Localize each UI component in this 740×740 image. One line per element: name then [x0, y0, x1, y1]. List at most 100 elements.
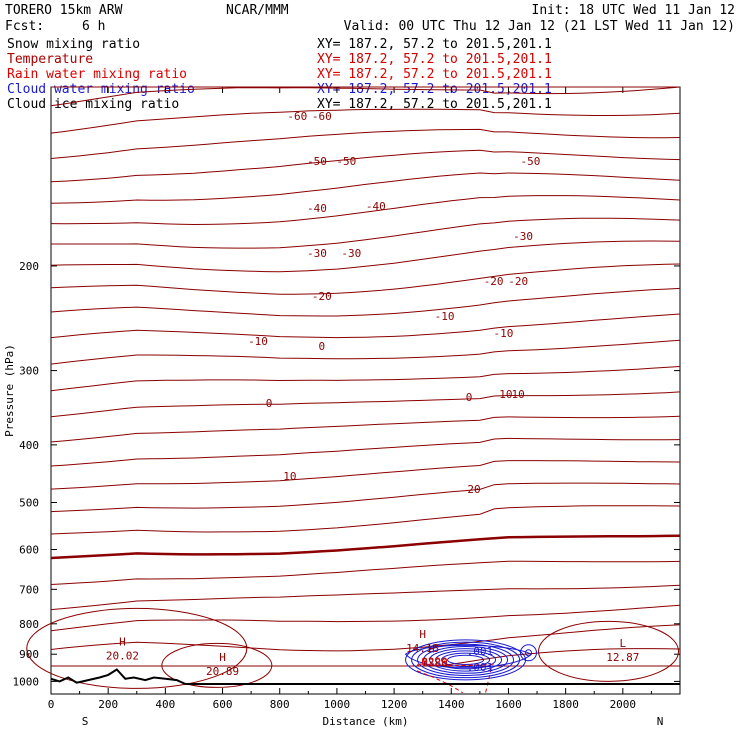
rain-contour — [419, 663, 495, 666]
isotherm-line-lower — [50, 584, 681, 611]
y-tick-label: 400 — [19, 439, 39, 452]
warm-closed-contour — [26, 607, 248, 689]
y-tick-label: 300 — [19, 365, 39, 378]
legend-xy: XY= 187.2, 57.2 to 201.5,201.1 — [317, 52, 552, 67]
isotherm-label: -20 — [312, 290, 332, 303]
cloud-water-contour — [423, 645, 509, 674]
isotherm-label: -10 — [248, 335, 268, 348]
isotherm-label: -30 — [307, 247, 327, 260]
plot-frame — [50, 86, 681, 695]
isotherm-line — [50, 482, 681, 513]
x-tick-label: 800 — [270, 698, 290, 711]
y-tick-label: 900 — [19, 648, 39, 661]
cloud-water-contour — [447, 654, 485, 665]
legend-xy: XY= 187.2, 57.2 to 201.5,201.1 — [317, 67, 552, 82]
chart-header: TORERO 15km ARW NCAR/MMM Init: 18 UTC Wed … — [5, 3, 735, 34]
isotherm-label: -50 — [307, 155, 327, 168]
y-tick-label: 600 — [19, 544, 39, 557]
isotherm-label: -30 — [341, 247, 361, 260]
x-tick-label: 1400 — [438, 698, 465, 711]
terrain-profile — [50, 668, 680, 685]
cloud-water-cell — [519, 644, 537, 662]
isotherm-line — [50, 86, 681, 107]
legend-name: Cloud water mixing ratio — [7, 82, 195, 97]
isotherm-line — [50, 195, 681, 226]
temperature-contours — [26, 86, 681, 689]
valid-time: Valid: 00 UTC Thu 12 Jan 12 (21 LST Wed … — [344, 19, 735, 34]
isotherm-line — [50, 391, 681, 418]
isotherm-line — [50, 339, 681, 365]
isotherm-line — [50, 437, 681, 467]
legend-name: Cloud ice mixing ratio — [7, 97, 179, 112]
x-tick-label: 600 — [213, 698, 233, 711]
isotherm-label: -30 — [513, 230, 533, 243]
x-axis-title: Distance (km) — [322, 715, 408, 728]
isotherm-label: -60 — [312, 110, 332, 123]
y-axis-title: Pressure (hPa) — [3, 344, 16, 437]
legend-xy: XY= 187.2, 57.2 to 201.5,201.1 — [317, 97, 552, 112]
terrain-line — [50, 668, 680, 685]
rain-contour — [485, 668, 492, 693]
isotherm-line — [50, 505, 681, 535]
isotherm-label: -40 — [307, 202, 327, 215]
extremum-value: 12.87 — [606, 651, 639, 664]
isotherm-label: 10 — [512, 388, 525, 401]
isotherm-line — [50, 287, 681, 317]
x-tick-label: 1200 — [381, 698, 408, 711]
y-tick-label: 700 — [19, 583, 39, 596]
extremum-value: 20.89 — [206, 665, 239, 678]
legend-name: Temperature — [7, 52, 93, 67]
y-tick-label: 200 — [19, 260, 39, 273]
cloud-water-contour — [417, 643, 515, 676]
y-tick-label: 1000 — [13, 675, 40, 688]
rain-label: .0220 — [415, 655, 448, 668]
isotherm-label: -50 — [336, 155, 356, 168]
isotherm-label: -50 — [521, 155, 541, 168]
x-tick-label: 1600 — [495, 698, 522, 711]
model-title: TORERO 15km ARW — [5, 3, 123, 18]
x-tick-label: 1800 — [552, 698, 579, 711]
isotherm-line — [50, 149, 681, 183]
isotherm-label: -40 — [366, 200, 386, 213]
isotherm-line — [50, 108, 681, 134]
isotherm-line — [50, 415, 681, 443]
isotherm-line — [50, 263, 681, 295]
extremum-symbol: H — [219, 651, 226, 664]
cloud-water-contour — [411, 641, 521, 679]
isotherm-line-lower — [50, 560, 681, 585]
org-label: NCAR/MMM — [226, 3, 289, 18]
x-end-label-north: N — [657, 715, 664, 728]
isotherm-label: 10 — [283, 470, 296, 483]
x-tick-label: 400 — [155, 698, 175, 711]
extremum-symbol: H — [428, 642, 435, 655]
cloud-water-contour — [435, 650, 497, 670]
isotherm-line — [50, 172, 681, 204]
forecast-label: Fcst: — [5, 19, 44, 34]
isotherm-line-lower — [50, 604, 681, 632]
freezing-isotherm — [50, 534, 681, 560]
x-tick-label: 0 — [48, 698, 55, 711]
isotherm-line — [50, 460, 681, 490]
isotherm-line-lower — [50, 624, 681, 652]
x-end-label-south: S — [82, 715, 89, 728]
isotherm-line — [50, 128, 681, 159]
isotherm-line — [50, 313, 681, 339]
isotherm-label: -10 — [494, 327, 514, 340]
isotherm-line — [50, 366, 681, 392]
isotherm-line — [50, 240, 681, 273]
extremum-value: 20.02 — [106, 649, 139, 662]
warm-closed-contour — [161, 642, 273, 688]
isotherm-label: 10 — [499, 388, 512, 401]
hydrometeor-contours — [404, 639, 537, 694]
cloud-water-cell-inner — [524, 649, 532, 657]
extremum-symbol: L — [620, 637, 627, 650]
x-tick-label: 1000 — [324, 698, 351, 711]
legend-name: Snow mixing ratio — [7, 37, 140, 52]
extremum-value: .7388 — [415, 656, 448, 669]
x-tick-label: 200 — [98, 698, 118, 711]
x-tick-label: 2000 — [610, 698, 637, 711]
cloud-water-contour — [441, 652, 491, 668]
isotherm-line — [51, 217, 681, 249]
isotherm-label: 0 — [319, 340, 326, 353]
